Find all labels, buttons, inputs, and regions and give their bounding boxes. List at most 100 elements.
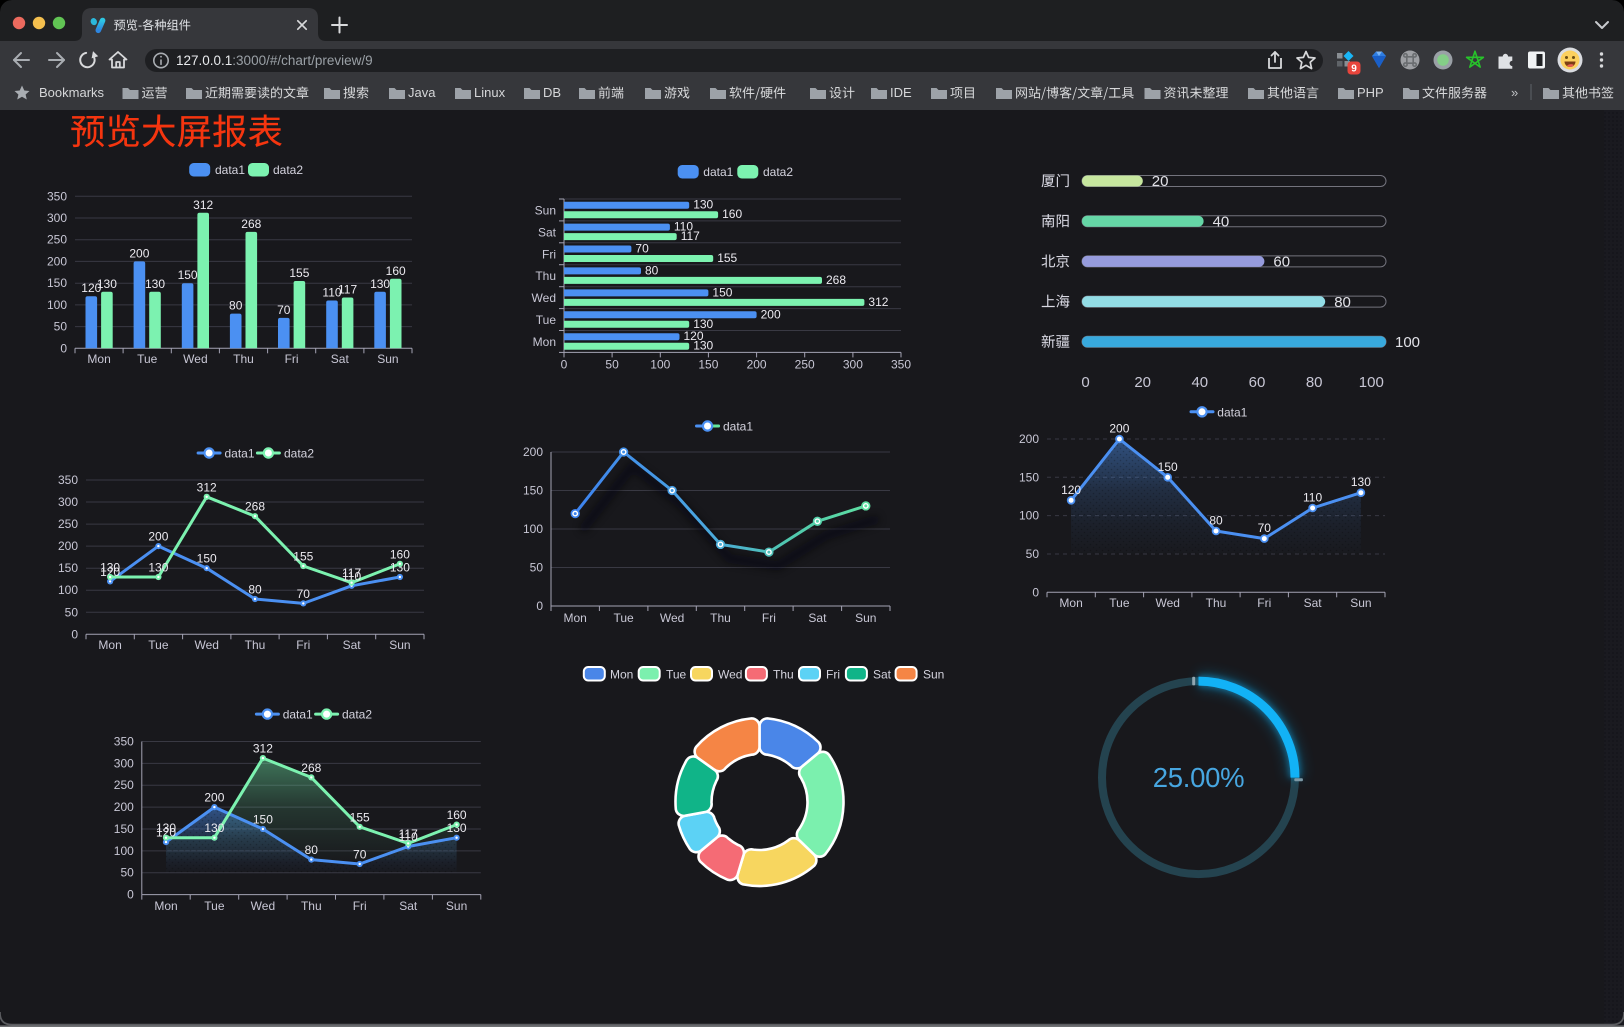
svg-text:350: 350 [58,473,78,487]
svg-text:Thu: Thu [245,638,266,652]
svg-text:350: 350 [47,189,67,203]
svg-text:DB: DB [543,85,561,100]
svg-text:Thu: Thu [535,269,556,283]
svg-text:110: 110 [1303,491,1322,505]
svg-text:Fri: Fri [826,668,840,682]
svg-text:Wed: Wed [718,668,742,682]
svg-text:130: 130 [693,317,713,331]
svg-text:60: 60 [1249,374,1266,391]
svg-text:40: 40 [1191,374,1208,391]
svg-text:100: 100 [1019,509,1039,523]
svg-text:160: 160 [386,264,406,278]
svg-text:250: 250 [58,517,78,531]
svg-text:268: 268 [301,761,321,775]
svg-text:150: 150 [197,552,217,566]
svg-text:Sat: Sat [1304,596,1323,610]
svg-text:Tue: Tue [137,352,158,366]
svg-text:Linux: Linux [474,85,506,100]
svg-text:250: 250 [47,233,67,247]
svg-text:150: 150 [253,813,273,827]
svg-text:Sun: Sun [535,204,556,218]
svg-text:Fri: Fri [353,899,367,913]
svg-text:300: 300 [114,756,134,770]
svg-text:110: 110 [674,220,693,234]
svg-text:200: 200 [1109,422,1129,436]
svg-text:250: 250 [795,357,815,371]
svg-text:150: 150 [1019,470,1039,484]
svg-text:0: 0 [1081,374,1089,391]
svg-text:Thu: Thu [233,352,254,366]
svg-text:Thu: Thu [1206,596,1227,610]
svg-text:0: 0 [561,357,568,371]
svg-text:Fri: Fri [1257,596,1271,610]
svg-text:250: 250 [114,778,134,792]
svg-text:Mon: Mon [87,352,110,366]
svg-text:120: 120 [156,826,176,840]
svg-text:Tue: Tue [204,899,225,913]
svg-text:312: 312 [868,295,888,309]
svg-text:data1: data1 [1217,405,1247,419]
svg-text:0: 0 [60,341,67,355]
svg-text:Thu: Thu [773,668,794,682]
svg-text:100: 100 [523,522,543,536]
svg-text:100: 100 [650,357,670,371]
svg-text:Mon: Mon [98,638,121,652]
svg-text:Bookmarks: Bookmarks [39,85,105,100]
svg-text:Fri: Fri [285,352,299,366]
svg-text:300: 300 [47,211,67,225]
svg-text:200: 200 [114,800,134,814]
svg-text:0: 0 [127,888,134,902]
svg-text:Wed: Wed [183,352,207,366]
svg-text:130: 130 [447,821,467,835]
svg-text:50: 50 [1026,547,1040,561]
svg-text:268: 268 [241,217,261,231]
svg-text:Java: Java [408,85,436,100]
svg-text:200: 200 [129,246,149,260]
svg-text:Fri: Fri [762,611,776,625]
svg-text:150: 150 [178,268,198,282]
svg-text:Tue: Tue [1109,596,1130,610]
svg-text:Sun: Sun [855,611,876,625]
svg-text:Sun: Sun [389,638,410,652]
svg-text:50: 50 [65,605,79,619]
svg-text:130: 130 [693,339,713,353]
svg-text:100: 100 [47,298,67,312]
svg-text:Tue: Tue [536,313,557,327]
svg-text:117: 117 [338,283,357,297]
svg-text:80: 80 [248,583,262,597]
svg-text:Tue: Tue [613,611,634,625]
svg-text:150: 150 [712,285,732,299]
svg-text:312: 312 [193,198,213,212]
svg-text:70: 70 [353,848,367,862]
svg-text:Mon: Mon [154,899,177,913]
svg-text:80: 80 [1306,374,1323,391]
svg-text:data1: data1 [703,165,733,179]
svg-text:Tue: Tue [666,668,687,682]
svg-text:IDE: IDE [890,85,912,100]
svg-text:Tue: Tue [148,638,169,652]
svg-text:Thu: Thu [301,899,322,913]
svg-text:20: 20 [1152,173,1169,190]
svg-text:20: 20 [1134,374,1151,391]
svg-text:155: 155 [350,810,370,824]
svg-text:Sat: Sat [331,352,350,366]
svg-text:Sun: Sun [446,899,467,913]
svg-text:Sat: Sat [343,638,362,652]
svg-text:data1: data1 [215,163,245,177]
svg-text:120: 120 [1061,483,1081,497]
svg-text:150: 150 [58,561,78,575]
svg-text:200: 200 [58,539,78,553]
svg-text:100: 100 [1359,374,1384,391]
svg-text:9: 9 [1351,64,1357,75]
svg-text:data1: data1 [723,420,753,434]
svg-text:350: 350 [114,735,134,749]
svg-text:160: 160 [447,808,467,822]
svg-text:130: 130 [156,821,176,835]
svg-text:Sun: Sun [1350,596,1371,610]
svg-text:80: 80 [1334,294,1351,311]
svg-text:130: 130 [693,198,713,212]
svg-text:200: 200 [747,357,767,371]
svg-text:130: 130 [100,561,120,575]
svg-text:200: 200 [204,791,224,805]
svg-text:130: 130 [370,277,390,291]
